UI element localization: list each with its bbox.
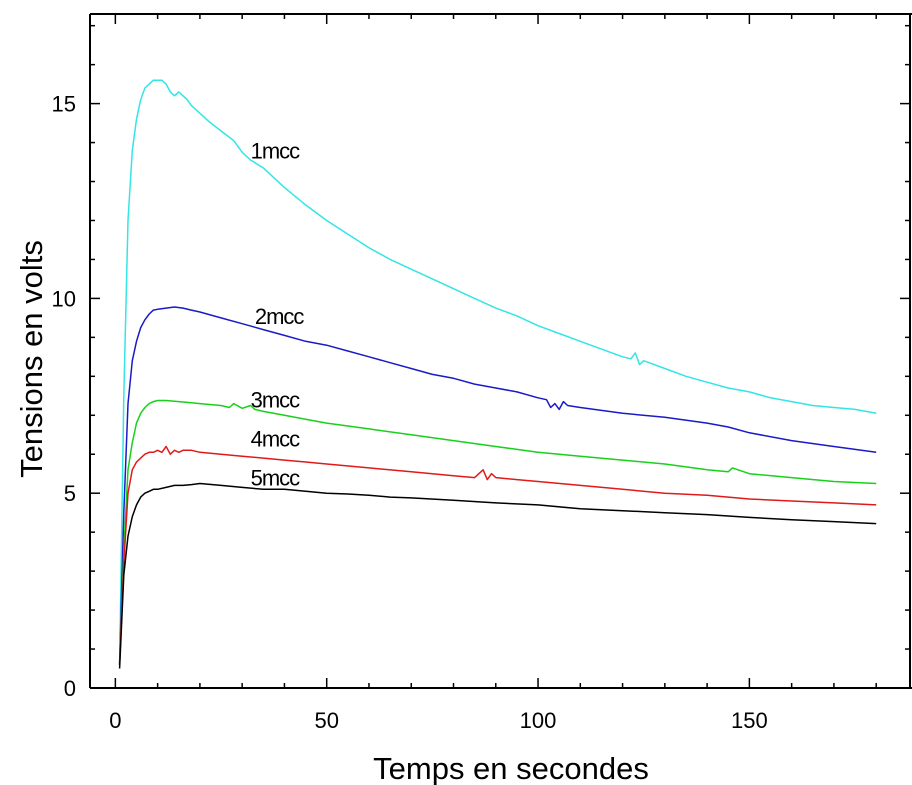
series-label-2mcc: 2mcc [255,304,305,329]
series-lines [118,79,877,669]
x-tick-label: 0 [109,708,121,733]
y-tick-label: 5 [64,481,76,506]
y-tick-label: 0 [64,676,76,701]
series-line-1mcc [118,79,877,665]
y-tick-label: 10 [52,286,76,311]
series-line-2mcc [118,306,877,665]
series-line-3mcc [118,399,877,665]
series-labels: 1mcc 2mcc 3mcc 4mcc 5mcc [251,138,306,491]
series-label-3mcc: 3mcc [251,388,301,413]
series-label-4mcc: 4mcc [251,427,301,452]
y-axis-title: Tensions en volts [14,240,49,478]
tick-marks [90,14,910,689]
series-label-1mcc: 1mcc [251,138,301,163]
plot-frame [89,13,912,689]
x-tick-label: 50 [314,708,338,733]
series-line-4mcc [118,445,877,665]
x-axis-title: Temps en secondes [373,751,649,785]
tick-labels: 0 50 100 150 0 5 10 15 [52,92,768,733]
x-tick-label: 100 [520,708,557,733]
series-label-5mcc: 5mcc [251,466,301,491]
y-tick-label: 15 [52,92,76,117]
series-line-5mcc [118,482,877,669]
x-tick-label: 150 [731,708,768,733]
